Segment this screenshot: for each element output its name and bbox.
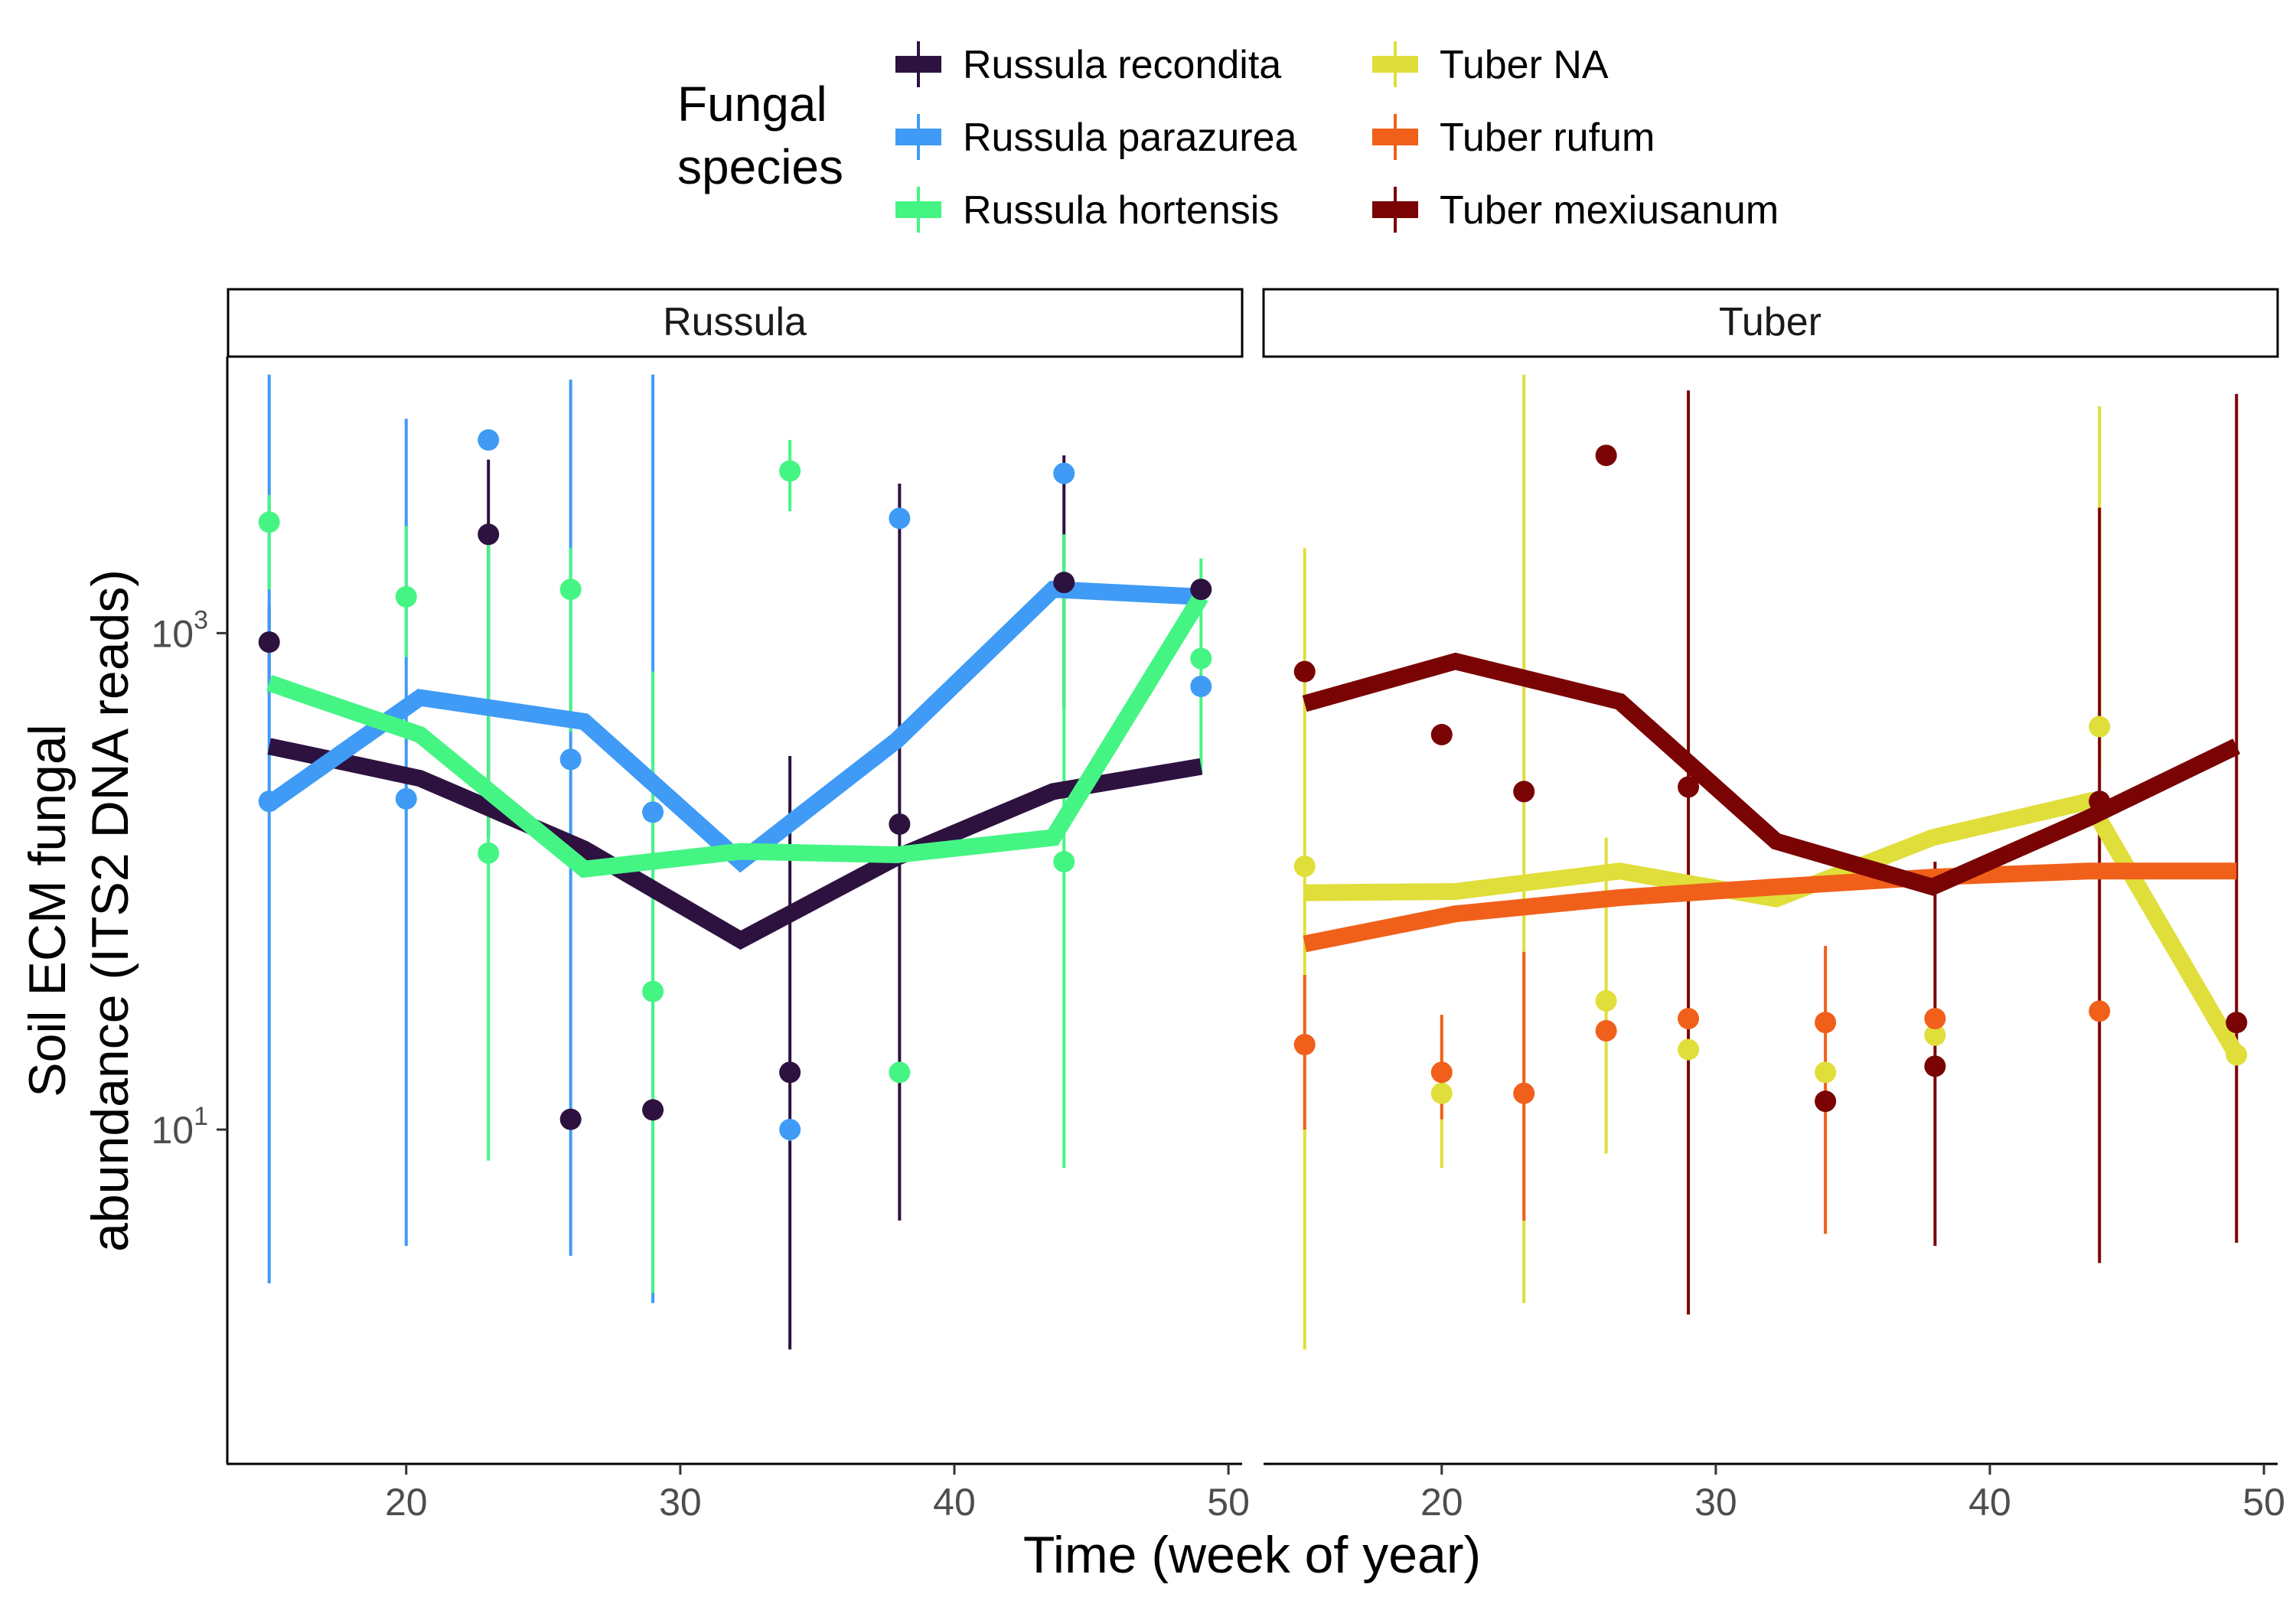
legend-label-russula-hortensis: Russula hortensis: [963, 188, 1279, 233]
data-point-tuber-na: [1924, 1024, 1946, 1046]
data-point-tuber-na: [1430, 1082, 1453, 1104]
data-point-tuber-na: [1678, 1038, 1700, 1061]
data-point-russula-recondita: [1190, 579, 1212, 601]
legend-item-tuber-mexiusanum: Tuber mexiusanum: [1372, 187, 1779, 233]
data-point-tuber-na: [1293, 856, 1316, 878]
legend-item-russula-hortensis: Russula hortensis: [895, 187, 1279, 233]
data-point-russula-hortensis: [559, 579, 582, 601]
data-point-russula-parazurea: [258, 790, 280, 813]
legend-item-russula-recondita: Russula recondita: [895, 41, 1281, 87]
data-point-tuber-rufum: [2089, 1000, 2111, 1022]
panel-strip-tuber: Tuber: [1262, 288, 2279, 358]
x-axis-title: Time (week of year): [1023, 1526, 1481, 1584]
y-axis-title-line2: abundance (ITS2 DNA reads): [81, 569, 139, 1252]
data-point-russula-parazurea: [1190, 675, 1212, 697]
data-point-russula-parazurea: [395, 787, 417, 810]
series-line-tuber-rufum: [1303, 862, 2237, 953]
series-line-russula-hortensis: [266, 592, 1208, 878]
panel-strip-russula: Russula: [227, 288, 1244, 358]
data-point-tuber-na: [2226, 1044, 2248, 1066]
data-point-tuber-mexiusanum: [1293, 660, 1316, 683]
data-point-russula-recondita: [779, 1061, 801, 1084]
legend-label-russula-recondita: Russula recondita: [963, 43, 1281, 87]
data-point-tuber-rufum: [1678, 1008, 1700, 1030]
data-point-tuber-rufum: [1924, 1008, 1946, 1030]
x-tick-label: 50: [2242, 1481, 2285, 1524]
data-point-russula-parazurea: [559, 748, 582, 771]
data-point-russula-recondita: [1053, 572, 1075, 594]
panel-title-tuber: Tuber: [1719, 300, 1821, 344]
legend-label-tuber-mexiusanum: Tuber mexiusanum: [1440, 188, 1779, 233]
data-point-tuber-mexiusanum: [1430, 724, 1453, 746]
panel-russula-plot: [258, 374, 1212, 1350]
y-tick-label: 103: [151, 605, 208, 655]
data-point-tuber-rufum: [1815, 1012, 1837, 1034]
data-point-russula-recondita: [258, 631, 280, 654]
data-point-tuber-mexiusanum: [2226, 1012, 2248, 1034]
data-point-russula-recondita: [559, 1108, 582, 1130]
data-point-russula-parazurea: [889, 507, 911, 530]
panel-title-russula: Russula: [663, 300, 807, 344]
data-point-russula-hortensis: [1190, 647, 1212, 670]
x-tick-label: 20: [1420, 1481, 1463, 1524]
x-tick-label: 30: [1694, 1481, 1737, 1524]
y-tick-label: 101: [151, 1102, 208, 1152]
x-tick-label: 20: [385, 1481, 428, 1524]
legend-title-line2: species: [677, 139, 843, 194]
legend-item-russula-parazurea: Russula parazurea: [895, 114, 1297, 160]
data-point-russula-hortensis: [1053, 851, 1075, 873]
data-point-tuber-rufum: [1513, 1082, 1535, 1104]
series-line-tuber-mexiusanum: [1302, 652, 2241, 896]
y-axis-title-line1: Soil ECM fungal: [18, 724, 77, 1097]
legend-title-line1: Fungal: [677, 77, 827, 132]
data-point-russula-recondita: [478, 523, 500, 546]
legend-item-tuber-na: Tuber NA: [1372, 41, 1609, 87]
data-point-russula-parazurea: [642, 801, 664, 823]
data-point-tuber-mexiusanum: [2089, 790, 2111, 813]
legend-item-tuber-rufum: Tuber rufum: [1372, 114, 1655, 160]
data-point-russula-parazurea: [478, 429, 500, 451]
legend-label-tuber-rufum: Tuber rufum: [1440, 116, 1655, 160]
data-point-russula-hortensis: [395, 585, 417, 608]
data-point-tuber-rufum: [1430, 1061, 1453, 1084]
data-point-tuber-mexiusanum: [1924, 1055, 1946, 1077]
x-tick-label: 40: [933, 1481, 976, 1524]
data-point-tuber-mexiusanum: [1595, 445, 1617, 467]
data-point-russula-recondita: [889, 813, 911, 835]
panel-tuber-plot: [1293, 374, 2248, 1350]
data-point-tuber-rufum: [1293, 1034, 1316, 1056]
axis-ticks: 20 30 40 50 20 30 40 50 101 103: [151, 605, 2285, 1524]
legend-label-tuber-na: Tuber NA: [1440, 43, 1609, 87]
data-point-russula-hortensis: [779, 460, 801, 482]
data-point-tuber-mexiusanum: [1815, 1090, 1837, 1113]
data-point-tuber-mexiusanum: [1678, 776, 1700, 798]
data-point-russula-hortensis: [889, 1061, 911, 1084]
data-point-tuber-na: [1595, 989, 1617, 1012]
data-point-tuber-na: [1815, 1061, 1837, 1084]
data-point-tuber-rufum: [1595, 1020, 1617, 1042]
data-point-russula-hortensis: [478, 842, 500, 864]
data-point-tuber-mexiusanum: [1513, 781, 1535, 803]
series-line-russula-parazurea: [264, 580, 1202, 873]
series-line-russula-recondita: [267, 738, 1203, 950]
data-point-russula-recondita: [642, 1099, 664, 1121]
legend: Fungal species Russula recondita Russula …: [677, 41, 1779, 233]
data-point-russula-parazurea: [1053, 462, 1075, 484]
x-tick-label: 30: [659, 1481, 702, 1524]
series-line-tuber-na: [1304, 791, 2244, 1060]
x-tick-label: 50: [1207, 1481, 1250, 1524]
data-point-russula-hortensis: [642, 980, 664, 1002]
y-axis-title: Soil ECM fungal abundance (ITS2 DNA read…: [18, 569, 139, 1252]
data-point-russula-parazurea: [779, 1119, 801, 1141]
legend-label-russula-parazurea: Russula parazurea: [963, 116, 1297, 160]
data-point-tuber-na: [2089, 715, 2111, 738]
x-tick-label: 40: [1968, 1481, 2011, 1524]
data-point-russula-hortensis: [258, 511, 280, 533]
